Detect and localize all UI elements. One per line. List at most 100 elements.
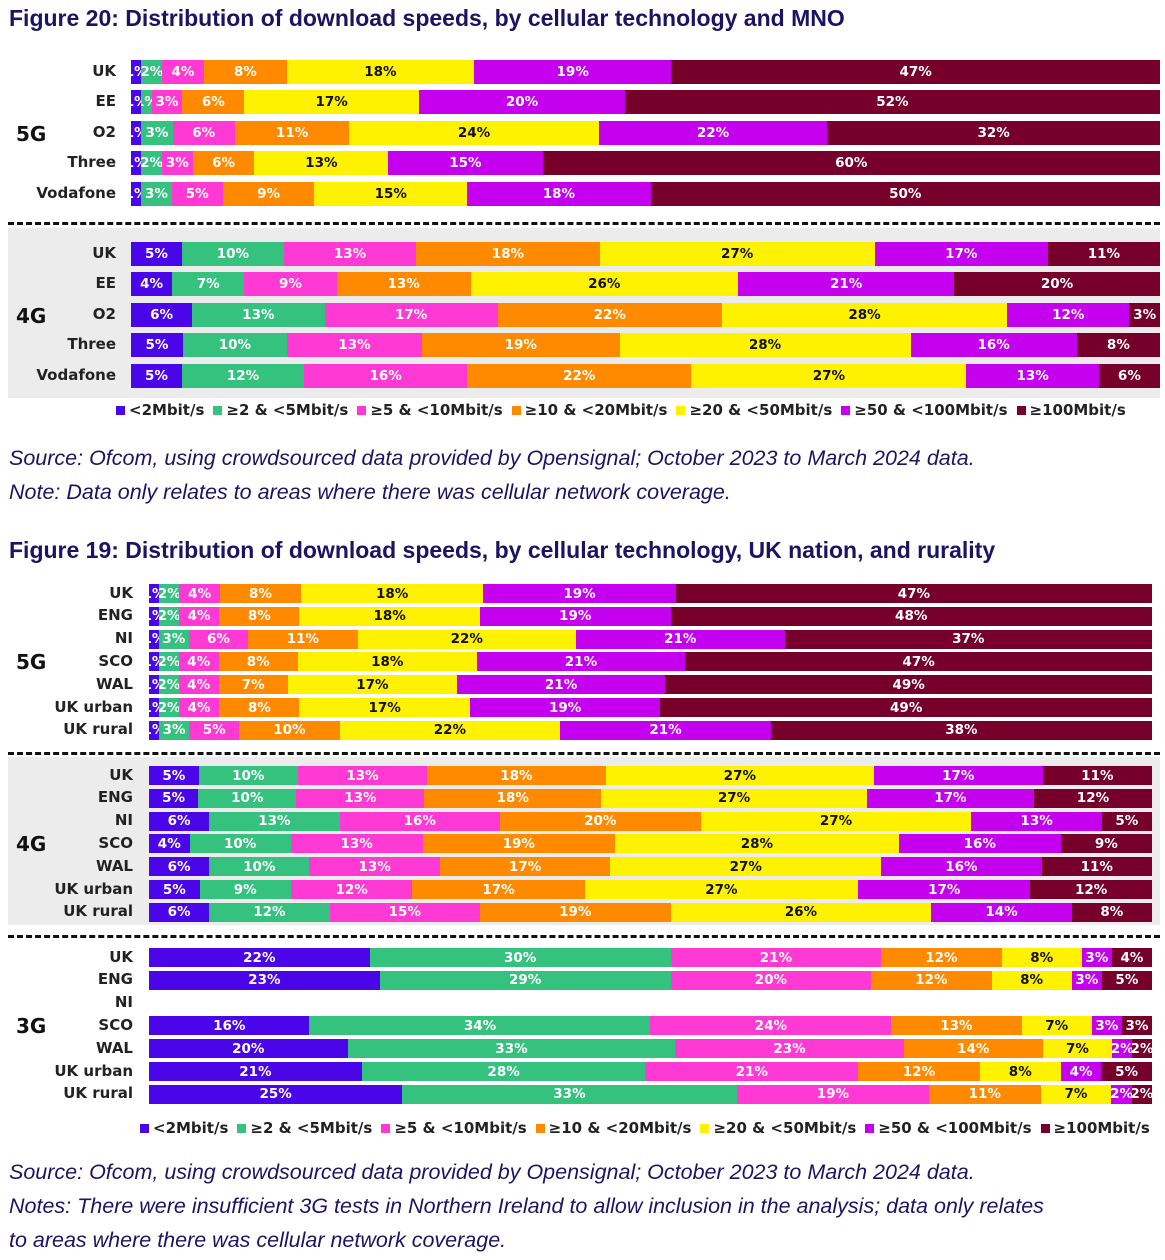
legend-label: ≥20 & <50Mbit/s xyxy=(689,401,833,419)
bar-segment: 25% xyxy=(149,1084,403,1104)
bar-segment: 8% xyxy=(203,60,287,84)
category-label: NI xyxy=(114,629,133,648)
bar-segment: 14% xyxy=(931,902,1072,922)
stacked-bar: 22% 30% 21% 12% 8% 3% 4% xyxy=(149,948,1152,967)
legend-swatch xyxy=(676,405,686,415)
stacked-bar: 1%2%3%6%13%15%60% xyxy=(131,151,1160,176)
bar-segment: 7% xyxy=(1042,1039,1113,1059)
bar-segment: 1% xyxy=(131,181,142,206)
bar-segment: 13% xyxy=(286,333,423,358)
bar-segment: 21% xyxy=(670,948,882,967)
bar-segment: 17% xyxy=(288,675,457,695)
legend-swatch xyxy=(213,405,223,415)
figure-19-note-line2: to areas where there was cellular networ… xyxy=(9,1228,507,1252)
bar-segment: 20% xyxy=(149,1039,348,1059)
category-label: WAL xyxy=(95,674,133,693)
bar-segment: 1% xyxy=(149,584,160,603)
bar-segment: 49% xyxy=(665,675,1152,695)
bar-segment: 2% xyxy=(159,606,180,626)
bar-segment: 18% xyxy=(300,584,484,603)
bar-segment: 16% xyxy=(304,363,468,388)
stacked-bar: 5% 10% 13% 18% 27% 17% 12% xyxy=(149,788,1152,808)
bar-segment: 9% xyxy=(222,181,315,206)
bar-segment: 3% xyxy=(141,120,173,145)
legend-item: <2Mbit/s xyxy=(140,1119,228,1137)
legend-item: ≥50 & <100Mbit/s xyxy=(865,1119,1032,1137)
bar-segment: 8% xyxy=(1001,948,1082,967)
bar-segment: 1% xyxy=(149,720,160,740)
bar-segment: 16% xyxy=(339,811,501,831)
bar-segment: 2% xyxy=(158,675,179,695)
figure-19-title: Figure 19: Distribution of download spee… xyxy=(9,537,996,563)
bar-segment: 8% xyxy=(218,652,298,672)
group-divider xyxy=(8,935,1160,938)
legend-label: ≥50 & <100Mbit/s xyxy=(854,401,1008,419)
bar-segment: 5% xyxy=(1101,1062,1152,1081)
bar-segment: 47% xyxy=(671,60,1160,84)
bar-segment: 1% xyxy=(131,120,142,145)
bar-segment: 12% xyxy=(1033,788,1152,808)
bar-segment: 27% xyxy=(605,766,874,785)
legend: <2Mbit/s ≥2 & <5Mbit/s ≥5 & <10Mbit/s ≥10 &… xyxy=(140,1119,1150,1137)
category-label: UK xyxy=(92,62,116,80)
group-label: 5G xyxy=(16,649,47,674)
bar-segment: 16% xyxy=(910,333,1077,358)
bar-segment: 1% xyxy=(149,675,159,695)
bar-segment: 1% xyxy=(149,629,159,649)
bar-segment: 12% xyxy=(858,1062,980,1081)
stacked-bar: 1%3%6%11%24%22%32% xyxy=(131,120,1160,145)
category-label: UK xyxy=(109,583,133,602)
stacked-bar: 23% 29% 20% 12% 8% 3% 5% xyxy=(149,970,1152,990)
category-label: UK rural xyxy=(63,720,133,739)
bar-segment: 13% xyxy=(309,857,440,877)
bar-segment: 15% xyxy=(388,151,543,176)
bar-segment: 2% xyxy=(159,584,180,603)
bar-segment: 18% xyxy=(427,766,606,785)
bar-segment: 4% xyxy=(179,584,220,603)
category-label: Vodafone xyxy=(36,183,116,202)
bar-segment: 33% xyxy=(347,1039,676,1059)
bar-segment: 2% xyxy=(1131,1084,1152,1104)
bar-segment: 21% xyxy=(149,1062,362,1081)
bar-segment: 28% xyxy=(361,1062,646,1081)
legend-label: ≥10 & <20Mbit/s xyxy=(548,1119,692,1137)
bar-segment: 6% xyxy=(131,302,193,327)
bar-segment: 11% xyxy=(929,1084,1041,1104)
bar-segment: 11% xyxy=(248,629,358,649)
category-label: Vodafone xyxy=(36,365,116,384)
bar-segment: 27% xyxy=(599,242,875,266)
bar-segment: 15% xyxy=(329,902,480,922)
legend-label: <2Mbit/s xyxy=(153,1119,229,1137)
bar-segment: 14% xyxy=(903,1039,1043,1059)
stacked-bar: 1%2%4%8%18%19%48% xyxy=(149,606,1152,626)
stacked-bar: 21% 28% 21% 12% 8% 4% 5% xyxy=(149,1062,1152,1081)
bar-segment: 13% xyxy=(966,363,1099,388)
bar-segment: 3% xyxy=(1129,302,1160,327)
bar-segment: 3% xyxy=(1071,970,1102,990)
legend-label: <2Mbit/s xyxy=(129,401,205,419)
bar-segment: 19% xyxy=(483,584,676,603)
bar-segment: 11% xyxy=(1041,857,1152,877)
bar-segment: 27% xyxy=(610,857,882,877)
group-label: 4G xyxy=(16,831,47,856)
stacked-bar: 5% 9% 12% 17% 27% 17% 12% xyxy=(149,880,1152,899)
bar-segment: 19% xyxy=(422,834,616,854)
bar-segment: 13% xyxy=(297,766,428,785)
bar-segment: 27% xyxy=(584,880,859,899)
category-label: UK urban xyxy=(54,697,133,716)
bar-segment: 19% xyxy=(479,606,671,626)
bar-segment: 17% xyxy=(874,242,1048,266)
bar-segment: 21% xyxy=(738,272,955,297)
bar-segment: 4% xyxy=(1111,948,1152,967)
stacked-bar: 25% 33% 19% 11% 7% 2% 2% xyxy=(149,1084,1152,1104)
bar-segment: 27% xyxy=(691,363,967,388)
legend-item: ≥5 & <10Mbit/s xyxy=(357,401,503,419)
legend-swatch xyxy=(1016,405,1026,415)
stacked-bar: 1%2%4%7%17%21%49% xyxy=(149,675,1152,695)
legend-item: <2Mbit/s xyxy=(116,401,204,419)
bar-segment: 4% xyxy=(131,272,173,297)
legend-label: ≥20 & <50Mbit/s xyxy=(713,1119,857,1137)
bar-segment: 22% xyxy=(339,720,561,740)
bar-segment: 1% xyxy=(149,606,160,626)
bar-segment: 17% xyxy=(866,788,1034,808)
